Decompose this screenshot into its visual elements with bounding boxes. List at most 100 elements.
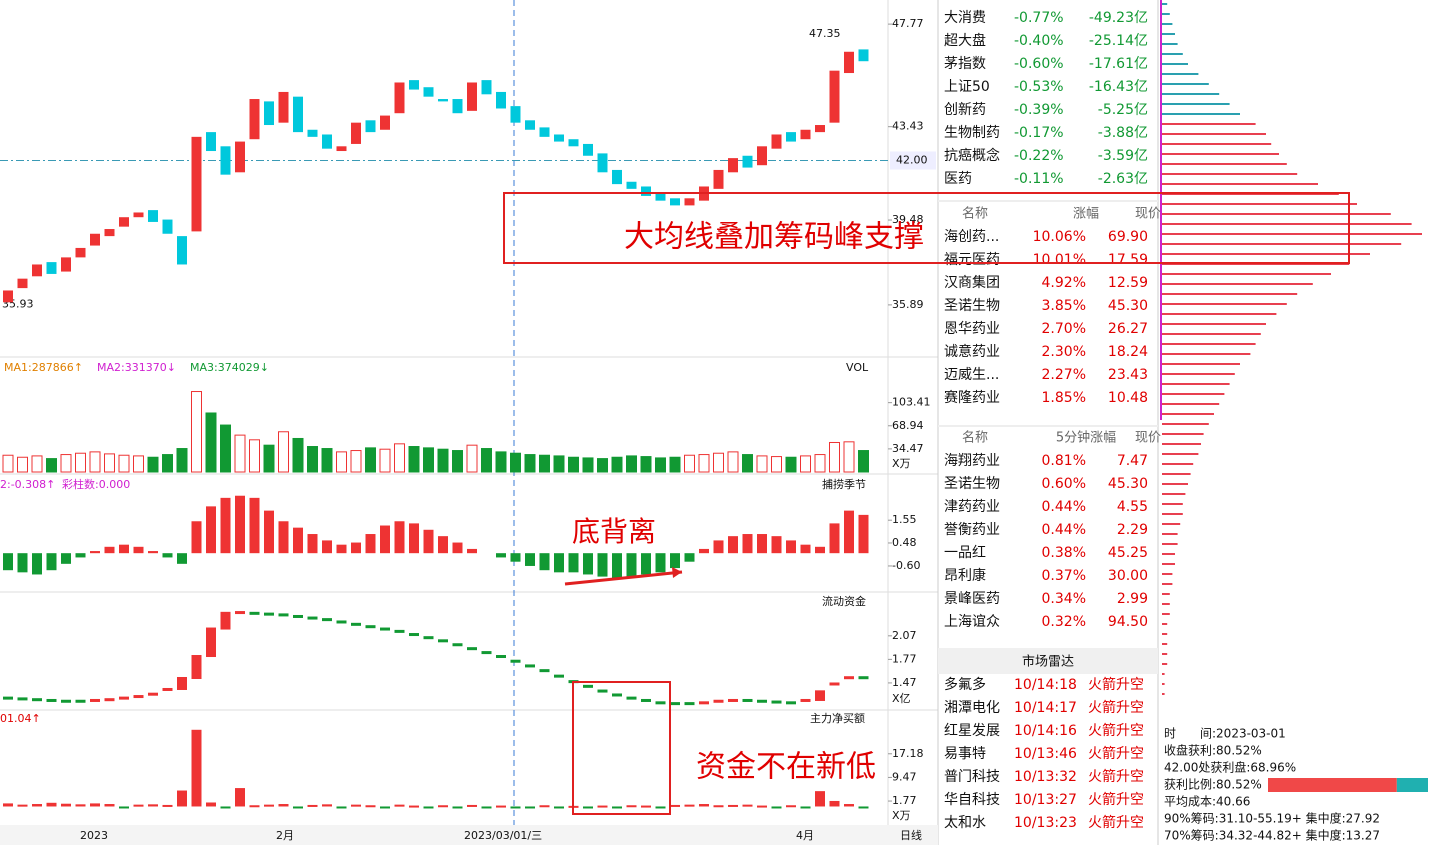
- candle: [75, 247, 86, 258]
- macd-bar: [235, 495, 245, 554]
- index-name: 生物制药: [944, 125, 1000, 141]
- stock-change: 2.30%: [1042, 344, 1086, 360]
- candle: [394, 82, 405, 114]
- volume-bar: [321, 448, 333, 473]
- netbuy-bar: [46, 802, 57, 807]
- netbuy-bar: [191, 729, 202, 807]
- flow-mark: [17, 697, 28, 701]
- macd-bar: [293, 527, 303, 554]
- chip-bar: [1162, 583, 1173, 585]
- volume-bar: [539, 454, 550, 473]
- flow-mark: [496, 655, 506, 659]
- macd-bar: [728, 536, 738, 554]
- x-label: 4月: [796, 829, 814, 842]
- macd-bar: [496, 553, 506, 558]
- chip-bar: [1162, 633, 1168, 635]
- volume-bar: [394, 443, 405, 473]
- flow-mark: [684, 702, 695, 706]
- macd-bar: [554, 553, 564, 573]
- candle: [583, 143, 593, 156]
- flow-mark: [409, 633, 419, 637]
- volume-bar: [162, 454, 173, 473]
- flow-mark: [162, 687, 173, 691]
- flow-mark: [220, 611, 231, 630]
- chip-bar: [1162, 543, 1178, 545]
- radar-header: [938, 648, 1158, 674]
- profit-bar: [1268, 778, 1397, 792]
- flow-mark: [612, 693, 622, 697]
- index-change: -0.11%: [1014, 171, 1064, 187]
- netbuy-bar: [626, 805, 637, 808]
- index-name: 医药: [944, 171, 972, 187]
- netbuy-bar: [757, 805, 767, 808]
- chip-bar: [1162, 653, 1168, 655]
- netbuy-bar: [177, 790, 187, 807]
- volume-bar: [829, 441, 840, 473]
- divider: [938, 200, 1158, 202]
- macd-bar: [525, 553, 535, 566]
- annotation: 资金不在新低: [696, 750, 876, 785]
- stock-change: 0.60%: [1042, 476, 1086, 492]
- netbuy-bar: [452, 806, 463, 809]
- chip-bar: [1162, 673, 1165, 675]
- chip-bar: [1162, 233, 1422, 235]
- index-name: 上证50: [944, 79, 990, 95]
- radar-event: 火箭升空: [1088, 745, 1144, 762]
- chip-bar: [1162, 273, 1331, 275]
- macd-bar: [3, 553, 13, 571]
- netbuy-bar: [394, 804, 405, 807]
- index-change: -0.77%: [1014, 10, 1064, 26]
- netbuy-bar: [264, 804, 274, 807]
- chip-bar: [1162, 303, 1287, 305]
- x-axis-bar: [0, 825, 938, 845]
- table-header: 涨幅: [1073, 207, 1099, 222]
- chip-bar: [1162, 23, 1173, 25]
- chip-bar: [1162, 253, 1370, 255]
- macd-bar: [786, 540, 796, 554]
- chip-bar: [1162, 533, 1178, 535]
- chip-bar: [1162, 353, 1251, 355]
- chip-bar: [1162, 143, 1272, 145]
- volume-bar: [408, 446, 420, 473]
- macd-bar: [46, 553, 57, 571]
- macd-bar: [162, 553, 173, 558]
- macd-bar: [626, 553, 637, 577]
- stock-change: 0.34%: [1042, 591, 1086, 607]
- flow-mark: [800, 698, 811, 702]
- volume-bar: [176, 448, 188, 473]
- netbuy-bar: [206, 802, 216, 807]
- netbuy-bar: [742, 804, 753, 807]
- candle: [481, 80, 492, 95]
- macd-bar: [815, 546, 825, 554]
- volume-bar: [814, 454, 826, 473]
- flow-mark: [264, 612, 274, 616]
- table-header: 现价: [1135, 207, 1161, 222]
- volume-bar: [46, 458, 57, 473]
- macd-bar: [670, 553, 680, 569]
- radar-stock: 多氟多: [944, 676, 986, 693]
- macd-bar: [568, 553, 579, 573]
- legend: 01.04↑: [0, 712, 41, 725]
- flow-mark: [249, 611, 260, 615]
- chip-bar: [1162, 93, 1220, 95]
- macd-bar: [249, 497, 260, 554]
- macd-bar: [583, 553, 593, 575]
- volume-bar: [756, 455, 768, 473]
- stock-name: 福元医药: [944, 252, 1000, 268]
- flow-mark: [380, 627, 390, 631]
- current-price-label: 42.00: [896, 153, 928, 166]
- candle: [554, 134, 564, 142]
- netbuy-bar: [670, 804, 680, 807]
- flow-mark: [655, 701, 666, 705]
- index-flow: -3.88亿: [1098, 125, 1148, 141]
- radar-event: 火箭升空: [1088, 814, 1144, 831]
- chip-bar: [1162, 413, 1214, 415]
- highlight-box: [503, 192, 1350, 264]
- volume-bar: [133, 455, 144, 473]
- netbuy-bar: [90, 803, 100, 807]
- volume-bar: [191, 391, 202, 473]
- divider: [938, 425, 1158, 427]
- volume-bar: [350, 450, 362, 473]
- volume-bar: [118, 454, 130, 473]
- radar-time: 10/14:17: [1014, 700, 1077, 716]
